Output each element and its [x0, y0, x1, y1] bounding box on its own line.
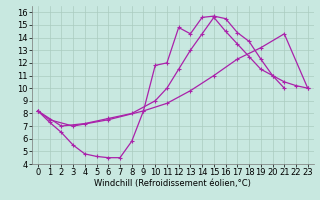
X-axis label: Windchill (Refroidissement éolien,°C): Windchill (Refroidissement éolien,°C): [94, 179, 251, 188]
